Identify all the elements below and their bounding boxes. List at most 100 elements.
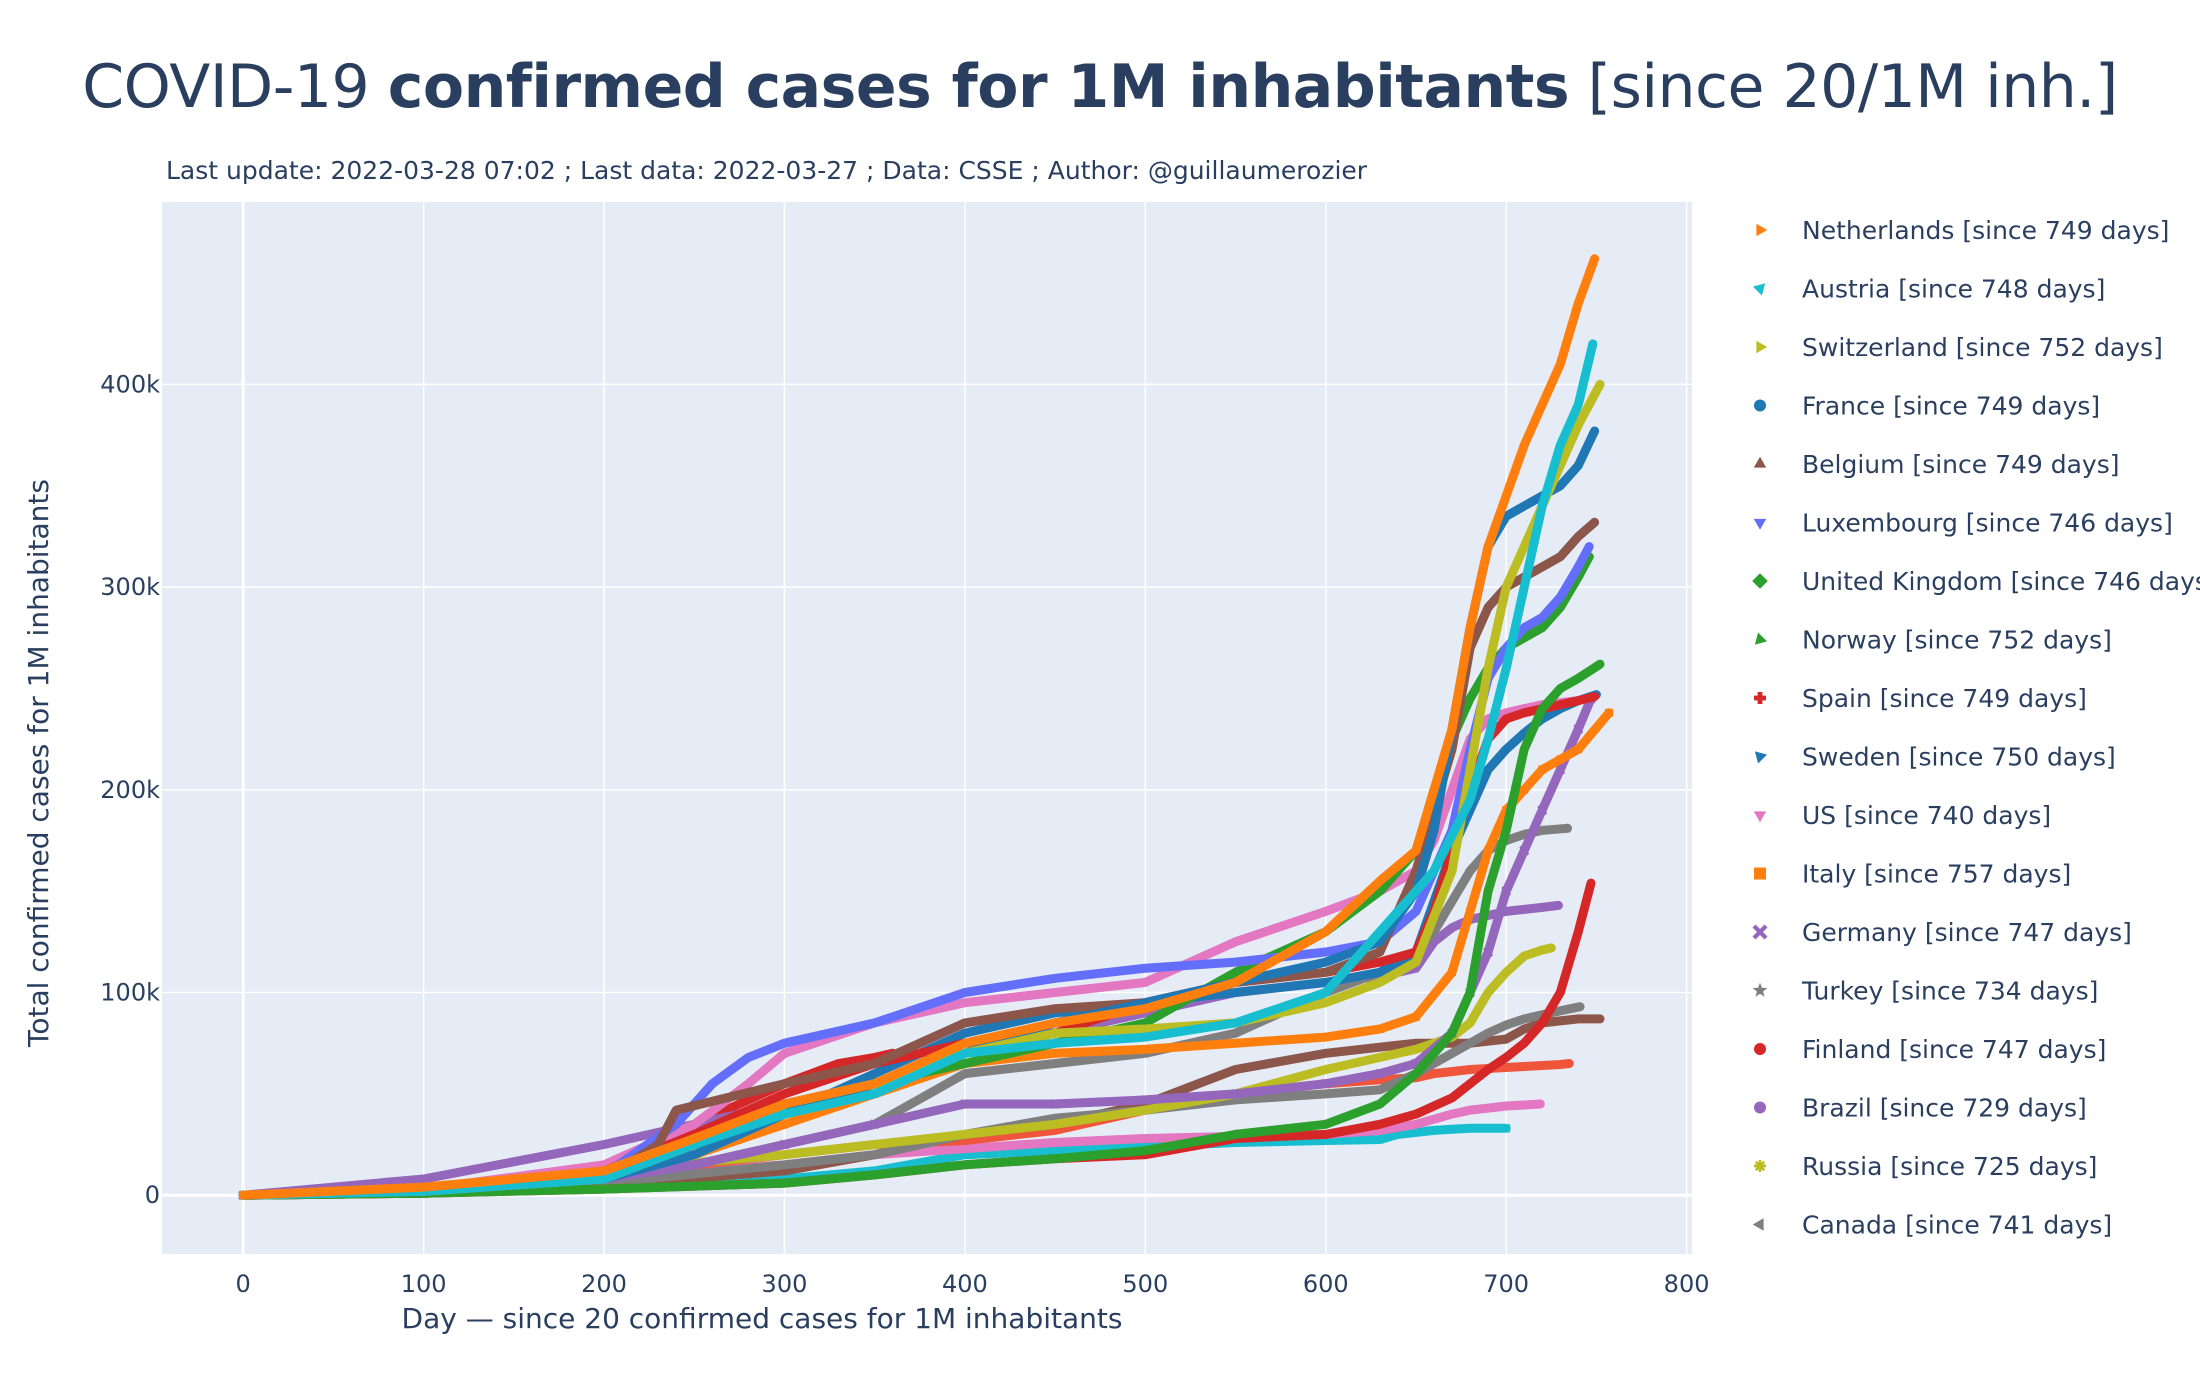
series-luxembourg-point [1538,615,1547,623]
series-finland-point [1484,1065,1493,1074]
series-unlabeled-21-point [1502,1124,1511,1133]
series-netherlands-point [872,1079,880,1088]
legend-item-netherlands[interactable]: Netherlands [since 749 days] [1756,216,2169,245]
legend-item-brazil[interactable]: Brazil [since 729 days] [1754,1094,2087,1123]
series-finland-point [1538,1018,1547,1027]
series-italy-point [1574,745,1583,754]
series-russia-point [780,1150,789,1159]
series-unlabeled-21-point [1393,1130,1402,1139]
legend-item-belgium[interactable]: Belgium [since 749 days] [1753,450,2120,479]
series-unlabeled-18-point [1574,1014,1583,1022]
series-italy-point [1051,1049,1060,1058]
legend[interactable]: Netherlands [since 749 days] Austria [sin… [1752,216,2200,1240]
series-unlabeled-18-point [1595,1014,1605,1022]
series-netherlands-point [1467,623,1475,632]
series-netherlands-point [421,1183,429,1192]
series-germany-point [959,1099,970,1109]
series-norway-point [781,1178,790,1187]
series-unlabeled-21-point [1411,1128,1420,1137]
series-us-point [690,1121,699,1130]
series-austria-point [1050,1039,1059,1048]
axis-layer: 0 100 200 300 400 500 600 700 800 0 100k 200k 300k 40… [22,370,1709,1335]
series-norway-point [1051,1154,1060,1163]
series-brazil-point [600,1140,609,1149]
legend-item-russia[interactable]: Russia [since 725 days] [1754,1152,2097,1181]
series-finland-point [1411,1110,1420,1119]
series-unlabeled-21-point [1321,1136,1330,1145]
series-germany-point [1230,1088,1241,1099]
series-russia-point [1520,952,1529,961]
legend-item-united-kingdom[interactable]: United Kingdom [since 746 days] [1752,567,2200,596]
series-unlabeled-22-point [834,1059,843,1068]
series-turkey-point [1447,896,1457,906]
series-spain-point [1590,692,1599,701]
series-unlabeled-19-point [1556,1060,1565,1069]
series-germany-point [1537,805,1548,816]
series-luxembourg-point [1556,594,1565,603]
series-unlabeled-19-point [1429,1069,1438,1078]
legend-item-switzerland[interactable]: Switzerland [since 752 days] [1756,333,2163,362]
series-unlabeled-20-point [1448,1110,1457,1119]
series-switzerland-point [1503,583,1511,592]
series-unlabeled-21-point [1429,1126,1438,1135]
series-russia-point [870,1140,879,1149]
x-tick-label: 800 [1664,1270,1710,1298]
legend-item-us[interactable]: US [since 740 days] [1753,801,2051,830]
series-spain-point [1502,714,1511,723]
legend-label: United Kingdom [since 746 days] [1802,567,2200,596]
x-tick-label: 600 [1303,1270,1349,1298]
series-spain-point [1375,958,1384,967]
legend-item-turkey[interactable]: Turkey [since 734 days] [1752,977,2099,1006]
series-austria-point [1230,1019,1239,1028]
legend-item-norway[interactable]: Norway [since 752 days] [1754,626,2112,655]
series-austria-point [870,1090,879,1099]
series-italy-point [1605,708,1614,717]
series-germany-point [1140,1094,1151,1105]
series-austria-point [1321,989,1330,998]
legend-item-spain[interactable]: Spain [since 749 days] [1754,684,2087,713]
series-unlabeled-21-point [1484,1124,1493,1133]
series-italy-point [1448,968,1457,977]
series-belgium-point [1556,551,1565,560]
series-austria-point [1429,867,1438,876]
series-germany-point [1483,946,1494,957]
series-switzerland-point [1557,461,1566,470]
series-russia-point [960,1130,969,1139]
series-canada-point [1519,1014,1527,1023]
series-finland-point [1502,1053,1511,1062]
series-brazil-point [1538,903,1547,912]
legend-marker-turkey [1752,982,1768,997]
legend-label: Switzerland [since 752 days] [1802,333,2163,362]
legend-item-luxembourg[interactable]: Luxembourg [since 746 days] [1753,509,2173,538]
legend-marker-belgium [1753,456,1767,468]
series-switzerland-point [1052,1028,1060,1038]
series-norway-point [1574,673,1583,682]
series-us-point [1447,787,1457,795]
legend-item-sweden[interactable]: Sweden [since 750 days] [1754,743,2116,772]
series-austria-point [1393,908,1402,917]
legend-marker-france [1754,399,1766,412]
legend-item-canada[interactable]: Canada [since 741 days] [1752,1211,2112,1240]
series-france-point [1520,502,1529,511]
series-italy-point [1141,1045,1150,1054]
series-luxembourg-point [780,1040,789,1048]
legend-marker-russia [1754,1160,1766,1172]
series-belgium-point [1484,602,1493,610]
series-italy-point [1538,765,1547,774]
legend-item-germany[interactable]: Germany [since 747 days] [1752,918,2132,947]
legend-item-italy[interactable]: Italy [since 757 days] [1754,860,2071,889]
series-canada-point [1501,1020,1509,1030]
series-belgium-point [654,1139,663,1147]
legend-label: Spain [since 749 days] [1802,684,2087,713]
series-belgium-point [960,1018,969,1026]
legend-item-france[interactable]: France [since 749 days] [1754,392,2100,421]
series-finland-point [1520,1039,1529,1048]
legend-label: Finland [since 747 days] [1802,1035,2106,1064]
series-turkey-point [1519,829,1530,839]
series-belgium-point [1050,1003,1060,1012]
legend-item-finland[interactable]: Finland [since 747 days] [1754,1035,2106,1064]
series-austria-point [779,1110,788,1119]
series-united-kingdom-point [1537,622,1548,633]
legend-item-austria[interactable]: Austria [since 748 days] [1753,275,2105,304]
legend-marker-finland [1754,1043,1766,1055]
